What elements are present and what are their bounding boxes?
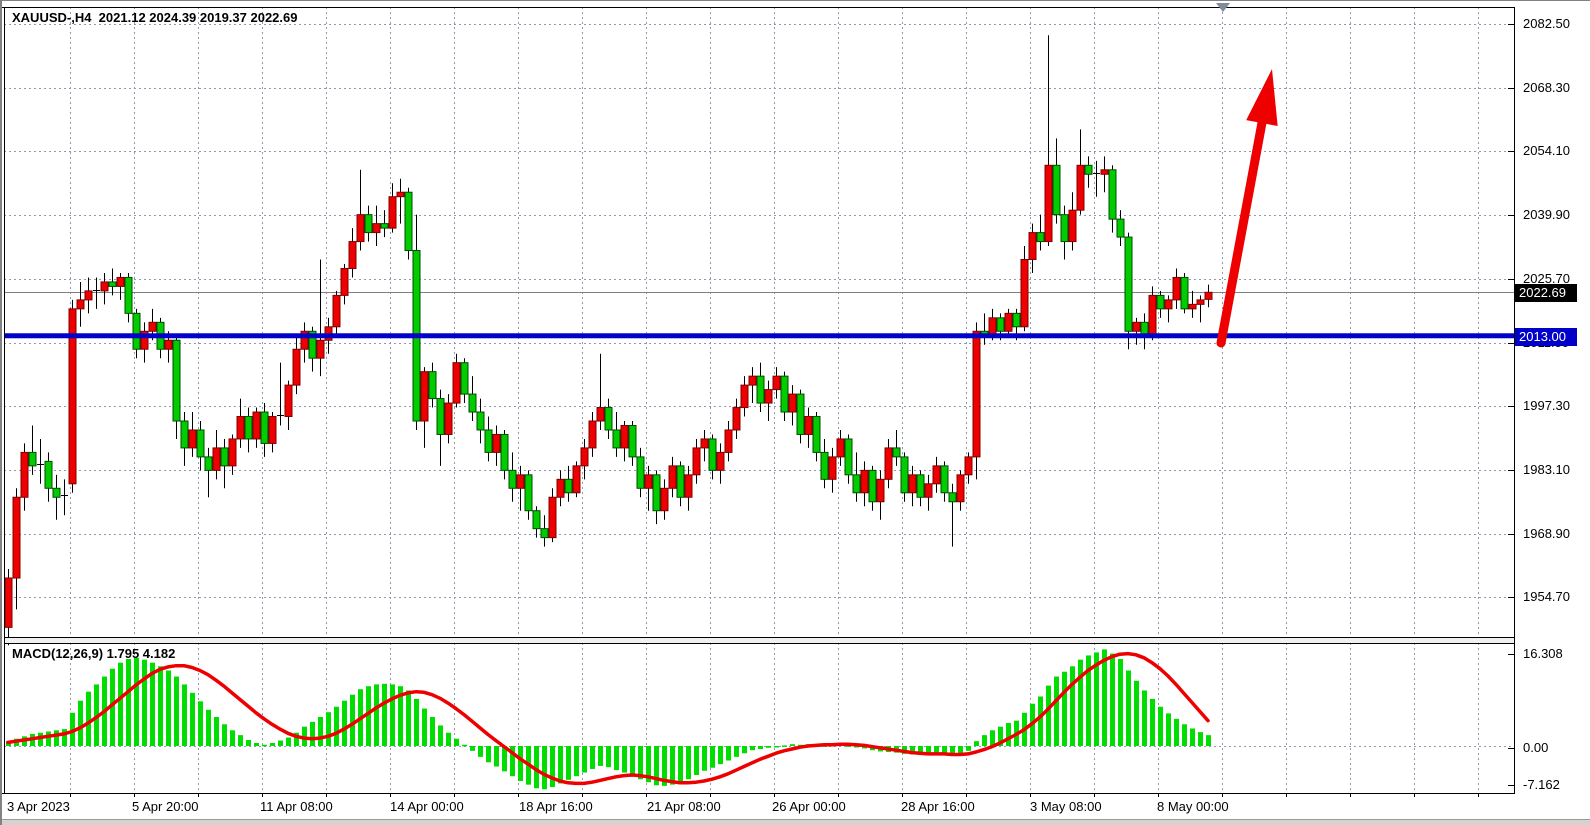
panel-borders — [2, 7, 1515, 794]
chart-title: XAUUSD-,H4 2021.12 2024.39 2019.37 2022.… — [12, 10, 298, 25]
support-line[interactable] — [4, 333, 1514, 339]
time-axis-label: 14 Apr 00:00 — [390, 799, 464, 814]
macd-indicator-label: MACD(12,26,9) 1.795 4.182 — [12, 646, 176, 661]
time-axis-label: 3 Apr 2023 — [7, 799, 70, 814]
macd-axis-label: -7.162 — [1523, 777, 1560, 792]
time-axis-label: 21 Apr 08:00 — [647, 799, 721, 814]
hline-price-badge: 2013.00 — [1515, 328, 1577, 346]
window-bottom-edge — [2, 819, 1590, 825]
price-axis-label: 1954.70 — [1523, 589, 1570, 605]
price-axis-label: 1983.10 — [1523, 461, 1570, 477]
time-axis-label: 5 Apr 20:00 — [132, 799, 199, 814]
price-axis-label: 1997.30 — [1523, 398, 1570, 414]
bid-price-badge: 2022.69 — [1515, 284, 1577, 302]
macd-signal-line — [6, 651, 1210, 786]
chart-shift-marker — [1216, 3, 1230, 12]
price-axis-label: 2039.90 — [1523, 207, 1570, 223]
macd-axis-label: 16.308 — [1523, 646, 1563, 661]
axis-ticks — [70, 24, 1515, 797]
time-axis-label: 26 Apr 00:00 — [772, 799, 846, 814]
candlestick-series — [4, 35, 1213, 646]
price-axis-label: 2068.30 — [1523, 79, 1570, 95]
price-axis-label: 2054.10 — [1523, 143, 1570, 159]
price-axis-label: 2082.50 — [1523, 16, 1570, 31]
grid-lines — [4, 7, 1514, 793]
price-axis-label: 2025.70 — [1523, 270, 1570, 286]
macd-axis-label: 0.00 — [1523, 740, 1549, 755]
time-axis-label: 3 May 08:00 — [1030, 799, 1102, 814]
time-axis-label: 18 Apr 16:00 — [519, 799, 593, 814]
price-axis-label: 1968.90 — [1523, 525, 1570, 541]
time-axis-label: 11 Apr 08:00 — [260, 799, 333, 814]
time-axis-label: 28 Apr 16:00 — [901, 799, 975, 814]
trend-arrow[interactable] — [1216, 69, 1278, 348]
time-axis-label: 8 May 00:00 — [1157, 799, 1229, 814]
